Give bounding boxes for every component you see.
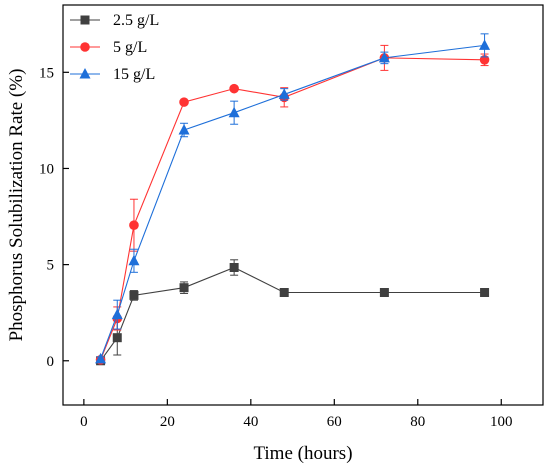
series-line <box>100 44 485 360</box>
y-axis-title: Phosphorus Solubilization Rate (%) <box>6 69 27 342</box>
data-point-triangle <box>228 106 240 118</box>
y-tick-label: 15 <box>39 65 54 81</box>
data-point-circle <box>229 83 239 94</box>
data-point-square <box>112 333 122 343</box>
legend-label: 5 g/L <box>113 39 147 56</box>
x-tick-label: 40 <box>243 414 258 430</box>
data-point-triangle <box>79 68 91 79</box>
data-point-circle <box>129 220 139 230</box>
plot-frame <box>62 4 544 406</box>
data-point-circle <box>80 42 90 52</box>
legend: 2.5 g/L 5 g/L 15 g/L <box>70 12 159 83</box>
x-tick-label: 20 <box>160 414 175 430</box>
data-point-triangle <box>128 254 140 266</box>
y-tick-label: 0 <box>47 354 55 370</box>
series-layer <box>95 33 491 366</box>
axis-ticks: 0 20 40 60 80 100 0 5 10 15 <box>39 65 513 430</box>
data-point-square <box>379 288 389 297</box>
x-tick-label: 60 <box>327 414 342 430</box>
x-axis-title: Time (hours) <box>253 443 352 464</box>
data-point-circle <box>179 97 189 107</box>
y-tick-label: 10 <box>39 161 54 177</box>
series-triangle <box>95 33 491 364</box>
data-point-triangle <box>111 308 123 320</box>
data-point-square <box>129 290 139 300</box>
legend-label: 2.5 g/L <box>113 12 159 29</box>
legend-label: 15 g/L <box>113 66 155 83</box>
series-square <box>96 259 490 366</box>
data-point-triangle <box>479 39 491 50</box>
x-tick-label: 100 <box>490 414 513 430</box>
data-point-square <box>80 15 90 25</box>
data-point-square <box>179 283 189 293</box>
x-tick-label: 0 <box>80 414 88 430</box>
series-line <box>100 266 485 362</box>
data-point-triangle <box>278 88 290 99</box>
data-point-triangle <box>95 352 107 364</box>
series-line <box>100 57 485 361</box>
data-point-square <box>480 288 490 297</box>
x-tick-label: 80 <box>410 414 425 430</box>
data-point-square <box>279 288 289 297</box>
data-point-square <box>229 263 239 272</box>
data-point-triangle <box>178 124 190 135</box>
data-point-triangle <box>378 51 390 63</box>
y-tick-label: 5 <box>47 258 55 274</box>
